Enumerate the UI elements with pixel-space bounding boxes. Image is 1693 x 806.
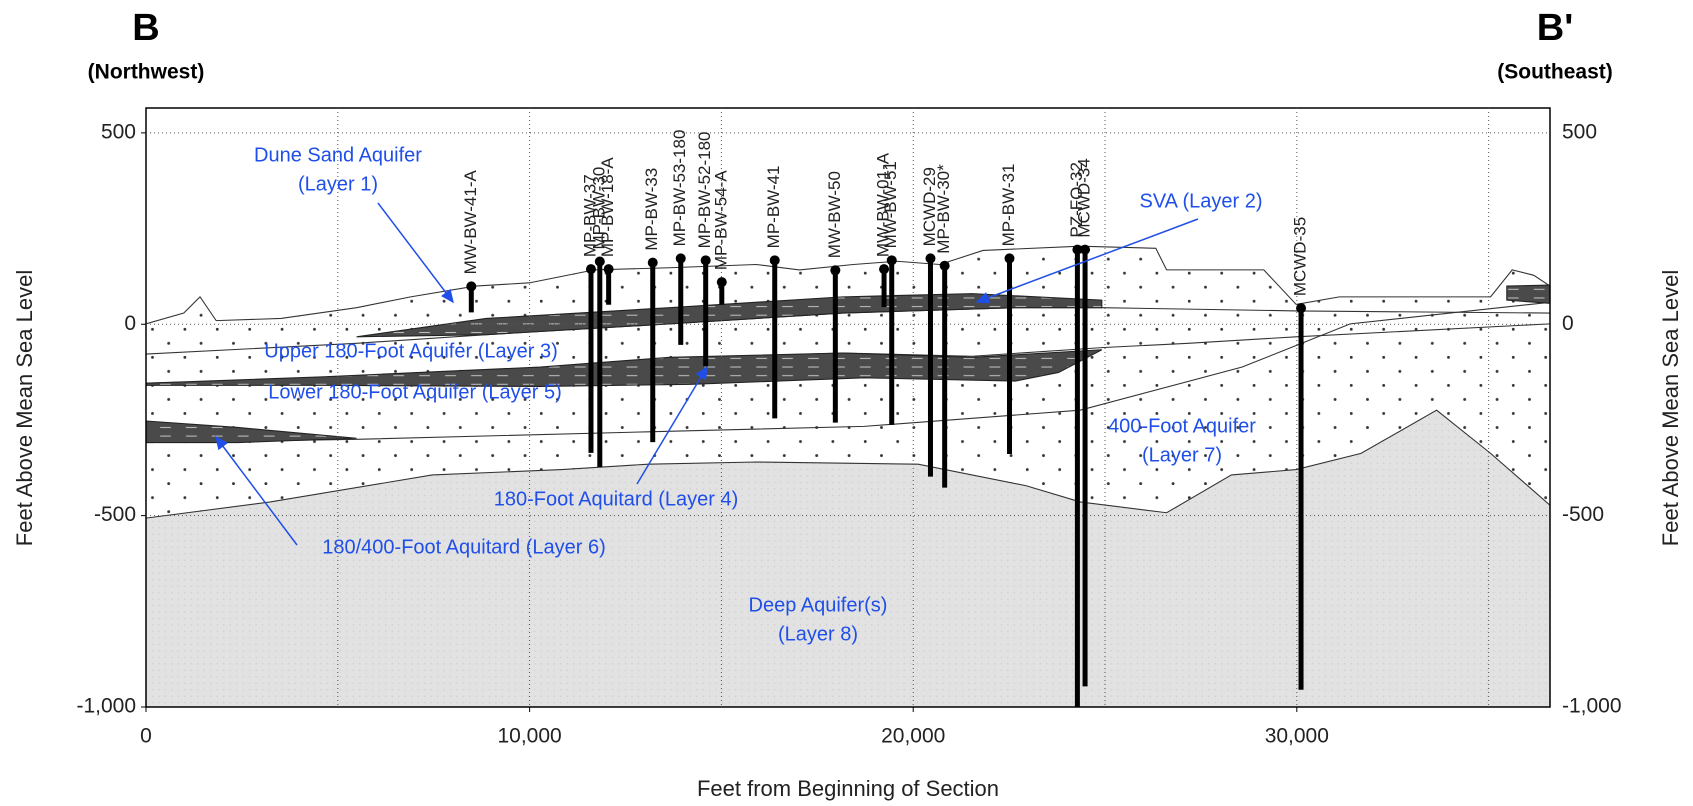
y-tick-label-right: 0: [1562, 312, 1574, 335]
well-label: MCWD-35: [1291, 217, 1310, 296]
well-label: MP-BW-53-180: [670, 130, 689, 247]
aquitard-band: [1507, 285, 1550, 303]
section-end-direction: (Southeast): [1497, 61, 1613, 84]
layer-annotation: 180/400-Foot Aquitard (Layer 6): [322, 536, 606, 558]
well-head: [701, 255, 711, 265]
layer-annotation: Lower 180-Foot Aquifer (Layer 5): [268, 381, 562, 403]
x-tick-label: 0: [140, 725, 152, 748]
layer-annotation: Upper 180-Foot Aquifer (Layer 3): [264, 340, 558, 362]
x-tick-label: 20,000: [881, 725, 945, 748]
section-start-label: B: [132, 7, 159, 49]
well-head: [1080, 245, 1090, 255]
layer-annotation: SVA (Layer 2): [1139, 190, 1262, 212]
well-label: MP-BW-30*: [934, 164, 953, 254]
well-head: [925, 253, 935, 263]
layer-annotation: 180-Foot Aquitard (Layer 4): [494, 488, 739, 510]
well-label: MP-BW-31: [999, 164, 1018, 247]
section-end-label: B': [1537, 7, 1573, 49]
x-tick-label: 10,000: [497, 725, 561, 748]
y-tick-label-right: -1,000: [1562, 695, 1622, 718]
y-tick-label-right: 500: [1562, 120, 1597, 143]
well-head: [586, 264, 596, 274]
layer-annotation: Deep Aquifer(s): [749, 594, 888, 616]
y-tick-label: -500: [94, 503, 136, 526]
well-label: MW-BW-50: [825, 171, 844, 258]
well-label: MP-BW-41: [764, 166, 783, 249]
y-tick-label: 500: [101, 120, 136, 143]
layer-annotation: Dune Sand Aquifer: [254, 144, 422, 166]
well-head: [1296, 303, 1306, 313]
layer-annotation: (Layer 7): [1142, 444, 1222, 466]
x-axis-title: Feet from Beginning of Section: [697, 776, 999, 801]
y-tick-label: 0: [124, 312, 136, 335]
y-axis-title-right: Feet Above Mean Sea Level: [1658, 270, 1683, 546]
x-tick-label: 30,000: [1265, 725, 1329, 748]
well-label: MP-BW-18-A: [598, 157, 617, 257]
layer-annotation: (Layer 1): [298, 173, 378, 195]
layer-annotation: (Layer 8): [778, 623, 858, 645]
well-head: [466, 281, 476, 291]
well-head: [648, 258, 658, 268]
y-axis-title: Feet Above Mean Sea Level: [12, 270, 37, 546]
section-start-direction: (Northwest): [88, 61, 205, 84]
well-head: [830, 265, 840, 275]
y-tick-label-right: -500: [1562, 503, 1604, 526]
well-head: [887, 255, 897, 265]
well-head: [940, 261, 950, 271]
y-tick-label: -1,000: [76, 695, 136, 718]
well-label: MP-BW-54-A: [711, 170, 730, 270]
well-head: [604, 264, 614, 274]
well-label: MCWD-34: [1075, 158, 1094, 237]
well-head: [879, 264, 889, 274]
well-label: MW-BW-41-A: [461, 169, 480, 274]
well-head: [676, 253, 686, 263]
well-head: [770, 255, 780, 265]
layer-annotation: 400-Foot Aquifer: [1108, 415, 1256, 437]
well-label: MP-BW-33: [642, 168, 661, 251]
cross-section-chart: B (Northwest) B' (Southeast) Feet from B…: [0, 0, 1693, 806]
well-head: [1004, 253, 1014, 263]
well-label: MW-BW-51: [881, 161, 900, 248]
well-head: [717, 277, 727, 287]
